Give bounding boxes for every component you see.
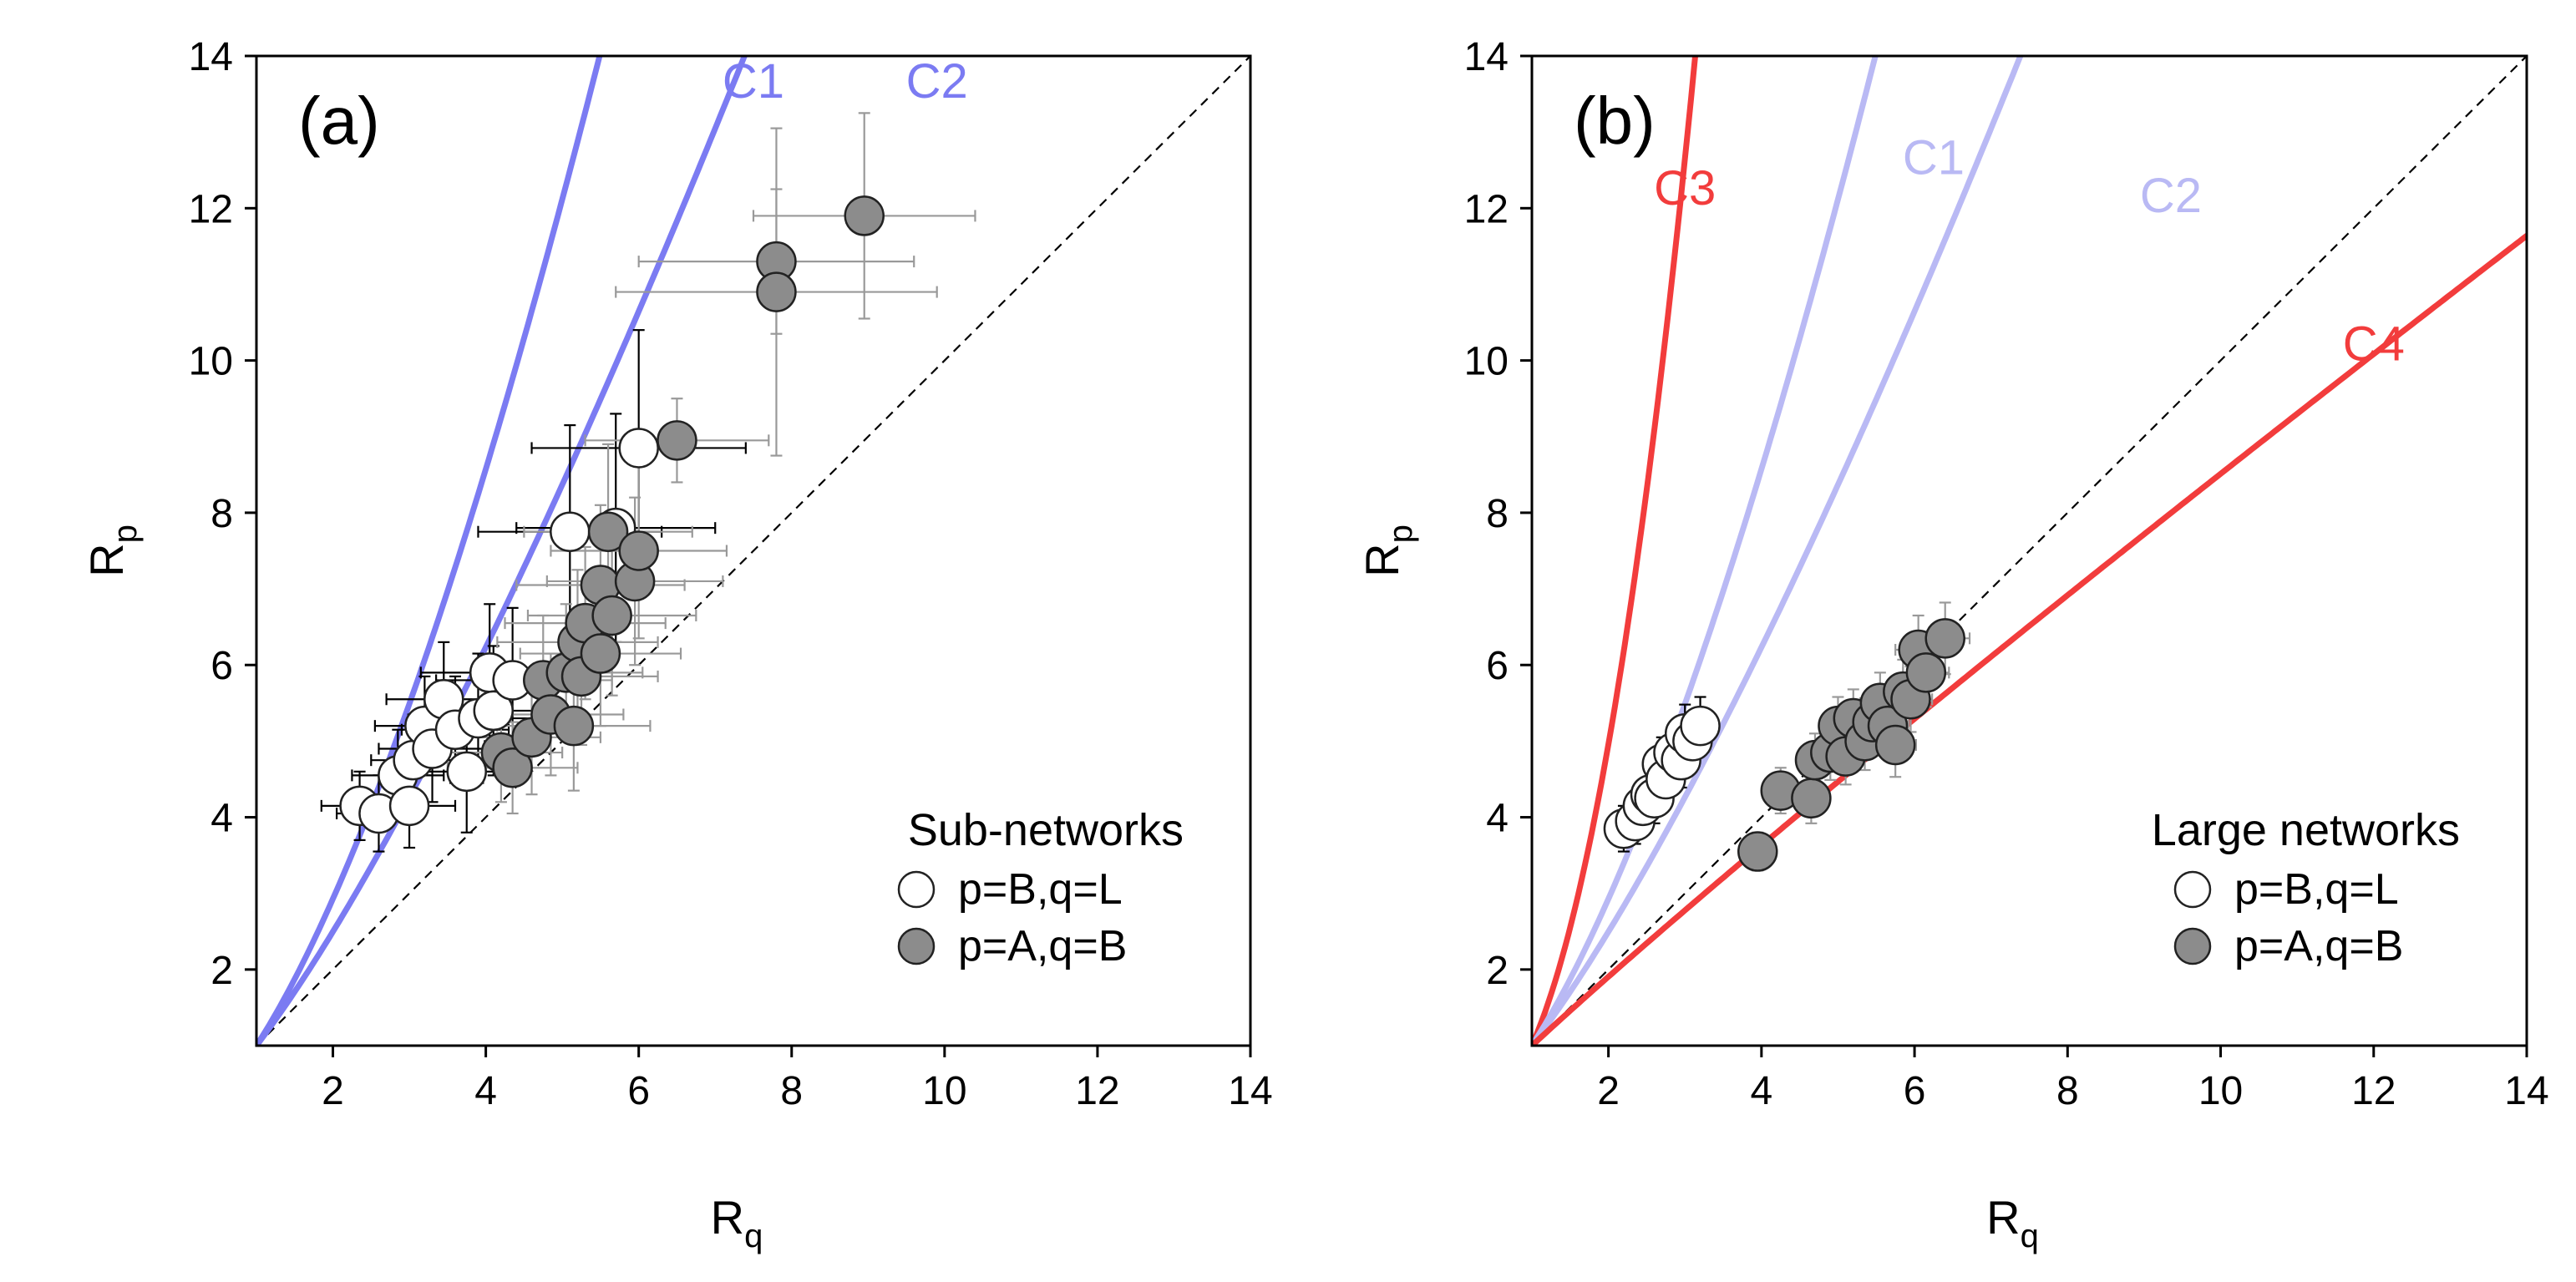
markers-filled [1737, 618, 1965, 872]
y-tick-label: 4 [210, 797, 233, 841]
y-tick-label: 2 [1486, 949, 1509, 993]
data-point-filled [580, 633, 621, 674]
legend-title: Large networks [2152, 805, 2460, 855]
legend-marker-filled [2173, 927, 2212, 965]
x-tick-label: 8 [2056, 1069, 2079, 1113]
y-axis-title: Rp [80, 524, 144, 577]
x-axis-title-main: R [711, 1191, 744, 1244]
data-point-filled [587, 511, 629, 552]
diagonal-line [256, 55, 1251, 1046]
data-point-open [550, 511, 591, 552]
legend-entry-label: p=A,q=B [958, 922, 1127, 970]
x-tick-label: 12 [2351, 1069, 2396, 1113]
y-tick-label: 14 [189, 35, 233, 79]
markers-filled [480, 195, 885, 788]
y-tick-label: 14 [1464, 35, 1509, 79]
data-point-filled [1905, 652, 1947, 693]
y-tick-label: 10 [189, 340, 233, 384]
plot-frame [1530, 54, 2528, 1047]
data-point-filled [591, 595, 632, 636]
curve-label-c2: C2 [906, 54, 968, 109]
legend-marker-open [897, 870, 936, 909]
legend-entry-label: p=B,q=L [958, 865, 1123, 914]
x-tick-label: 12 [1075, 1069, 1119, 1113]
x-tick-label: 10 [922, 1069, 966, 1113]
data-point-filled [1791, 778, 1832, 818]
y-axis-title-main: R [80, 543, 133, 576]
data-point-open [618, 428, 659, 469]
data-point-filled [1874, 724, 1916, 766]
x-tick-label: 2 [322, 1069, 344, 1113]
curve-label-c4: C4 [2343, 317, 2405, 372]
curve-c1 [1532, 56, 1879, 1046]
curve-label-c2: C2 [2140, 169, 2202, 223]
y-tick-label: 6 [1486, 644, 1509, 688]
errorbars-filled [439, 112, 976, 815]
data-point-open [1680, 705, 1721, 747]
diagonal-line [1531, 55, 2528, 1046]
y-axis-title-sub: p [107, 524, 144, 543]
y-tick-label: 12 [189, 187, 233, 231]
data-point-open [388, 785, 430, 827]
curves [1532, 56, 2527, 1046]
data-point-filled [1737, 831, 1778, 872]
curve-label-c1: C1 [723, 54, 784, 109]
panel-a: C1 C22 4 6 8 10 12 142468101214RqRp(a)Sub-netwo… [80, 35, 1273, 1254]
plot-frame [255, 54, 1252, 1047]
x-tick-label: 8 [780, 1069, 803, 1113]
data-point-filled [492, 747, 533, 788]
x-tick-label: 14 [2504, 1069, 2548, 1113]
x-tick-label: 4 [474, 1069, 497, 1113]
data-point-open [446, 751, 487, 793]
y-axis-title: Rp [1356, 524, 1419, 577]
markers-open [339, 428, 659, 834]
x-tick-label: 14 [1228, 1069, 1272, 1113]
data-point-open [473, 690, 515, 732]
data-point-filled [618, 530, 659, 571]
panel-label: (a) [298, 84, 380, 158]
markers-open [1603, 705, 1721, 849]
x-tick-label: 6 [1904, 1069, 1926, 1113]
legend-title: Sub-networks [908, 805, 1184, 855]
x-axis-title-sub: q [744, 1218, 763, 1254]
data-point-filled [756, 271, 797, 312]
legend-marker-filled [897, 927, 936, 965]
x-tick-label: 4 [1750, 1069, 1772, 1113]
y-tick-label: 8 [210, 492, 233, 536]
y-axis-title-sub: p [1382, 524, 1419, 543]
panel-label: (b) [1574, 84, 1656, 158]
curve-c2 [256, 56, 748, 1046]
x-tick-label: 6 [627, 1069, 650, 1113]
x-tick-label: 10 [2198, 1069, 2243, 1113]
curve-c3 [1532, 56, 1699, 1046]
data-point-filled [553, 705, 595, 747]
x-tick-label: 2 [1597, 1069, 1620, 1113]
data-point-filled [1924, 618, 1965, 659]
legend-entry-label: p=A,q=B [2234, 922, 2403, 970]
curve-label-c3: C3 [1654, 161, 1716, 215]
y-axis-title-main: R [1356, 543, 1408, 576]
legend-marker-open [2173, 870, 2212, 909]
curve-c1 [256, 56, 603, 1046]
legend-entry-label: p=B,q=L [2234, 865, 2399, 914]
y-tick-label: 2 [210, 949, 233, 993]
x-axis-title: Rq [711, 1191, 763, 1254]
curve-c2 [1532, 56, 2024, 1046]
y-tick-label: 12 [1464, 187, 1509, 231]
x-axis-title-sub: q [2021, 1218, 2039, 1254]
x-axis-title-main: R [1986, 1191, 2020, 1244]
curves [256, 56, 748, 1046]
curve-c4 [1532, 232, 2527, 1046]
curve-label-c1: C1 [1903, 130, 1965, 185]
y-tick-label: 4 [1486, 797, 1509, 841]
x-axis-title: Rq [1986, 1191, 2039, 1254]
y-tick-label: 6 [210, 644, 233, 688]
data-point-filled [657, 420, 697, 461]
data-point-filled [844, 195, 885, 236]
y-tick-label: 8 [1486, 492, 1509, 536]
y-tick-label: 10 [1464, 340, 1509, 384]
